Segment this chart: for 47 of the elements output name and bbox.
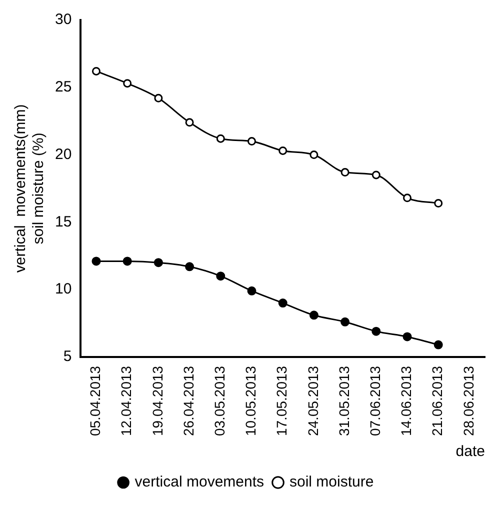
point (92, 256, 101, 266)
point (247, 137, 256, 146)
point (402, 194, 412, 202)
point (92, 66, 100, 76)
x-tick-label: 05.04.2013 (87, 366, 104, 436)
x-tick-label: 14.06.2013 (398, 366, 414, 436)
x-tick-label: 17.05.2013 (274, 366, 290, 436)
x-tick-label: 31.05.2013 (336, 366, 352, 436)
point (216, 272, 226, 281)
x-tick-label: 19.04.2013 (149, 366, 166, 436)
x-tick-label: 03.05.2013 (212, 366, 228, 436)
x-tick-label: 10.05.2013 (242, 366, 259, 436)
point (278, 298, 288, 308)
point (216, 134, 225, 143)
point (185, 118, 194, 127)
point (154, 94, 163, 102)
legend-label: vertical movements (134, 474, 264, 491)
point (122, 256, 132, 266)
y-axis-title: vertical movements(mm) soil moisture (%) (12, 104, 48, 273)
y-tick-label: 15 (54, 213, 72, 230)
point (247, 286, 256, 296)
y-tick-label: 5 (63, 348, 72, 366)
point (434, 340, 443, 350)
y-tick-label: 30 (54, 11, 72, 28)
y-tick-label: 20 (54, 146, 72, 163)
x-tick-label: 26.04.2013 (180, 366, 196, 436)
point (402, 332, 412, 342)
x-tick-label: 07.06.2013 (367, 366, 384, 436)
legend-label: soil moisture (290, 474, 374, 491)
point (185, 262, 194, 272)
point (434, 199, 443, 208)
point (340, 317, 350, 326)
point (310, 150, 318, 160)
x-tick-label: 21.06.2013 (429, 366, 446, 436)
x-tick-label: 24.05.2013 (304, 366, 321, 436)
point (154, 258, 163, 268)
point (372, 326, 381, 336)
x-tick-label: 12.04.2013 (118, 366, 134, 436)
x-tick-label: 28.06.2013 (460, 366, 476, 436)
point (340, 168, 350, 177)
point (309, 310, 318, 320)
y-tick-label: 10 (54, 280, 72, 298)
x-axis-title: date (456, 443, 485, 460)
point (278, 146, 288, 155)
y-tick-label: 25 (54, 78, 72, 96)
point (372, 170, 380, 180)
point (123, 79, 132, 88)
